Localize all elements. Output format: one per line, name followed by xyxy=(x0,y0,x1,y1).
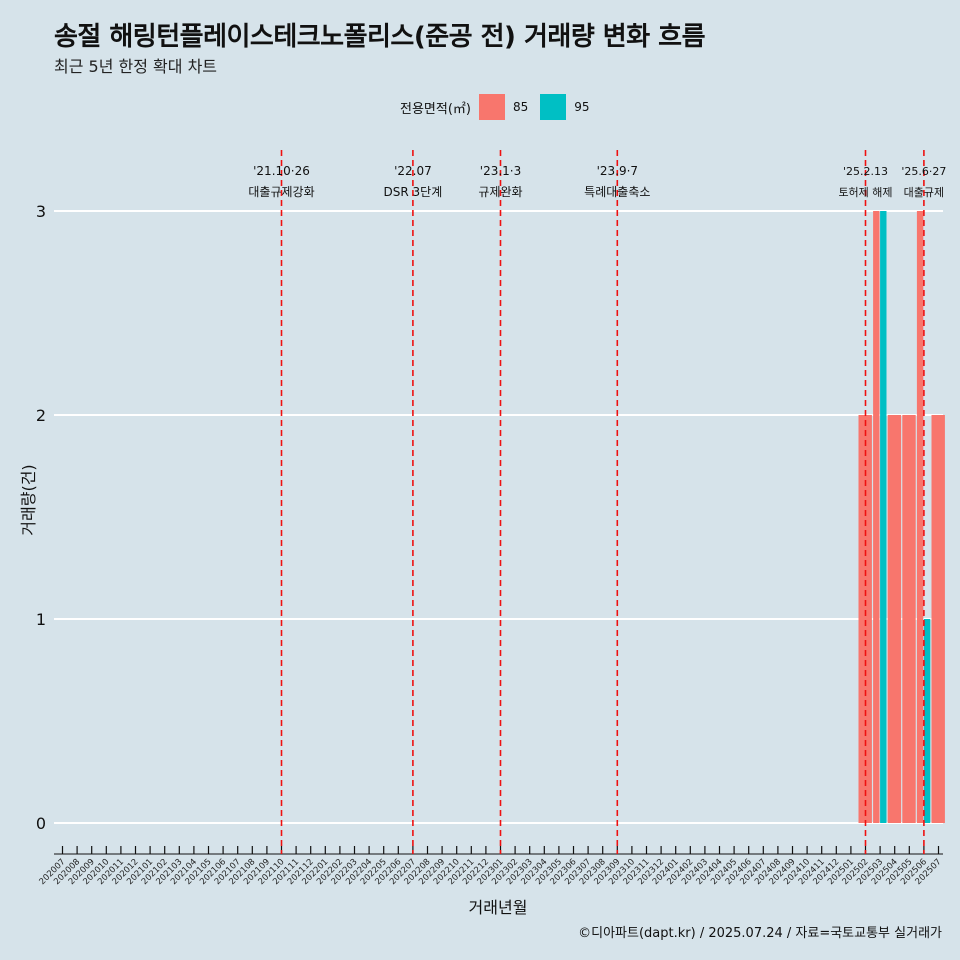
event-label: 토허제 해제 xyxy=(838,185,892,199)
bar-85 xyxy=(873,211,880,823)
event-date: '25.6·27 xyxy=(901,165,946,178)
legend: 전용면적(㎡) 85 95 xyxy=(400,93,594,121)
legend-swatch-95 xyxy=(540,94,567,120)
event-label: 규제완화 xyxy=(478,185,522,199)
bar-95 xyxy=(880,211,887,823)
bar-85 xyxy=(858,415,872,823)
bar-95 xyxy=(923,619,931,823)
bar-85 xyxy=(931,415,945,823)
event-date: '22.07 xyxy=(394,164,432,178)
y-axis-title: 거래량(건) xyxy=(19,464,38,535)
legend-title: 전용면적(㎡) xyxy=(400,101,471,117)
y-tick-label: 1 xyxy=(36,610,46,629)
event-label: 대출규제 xyxy=(904,186,944,199)
chart-title: 송절 해링턴플레이스테크노폴리스(준공 전) 거래량 변화 흐름 xyxy=(54,22,706,52)
bar-85 xyxy=(887,415,902,823)
y-tick-label: 0 xyxy=(36,814,46,833)
y-tick-label: 2 xyxy=(36,406,46,425)
y-tick-label: 3 xyxy=(36,202,46,221)
legend-swatch-85 xyxy=(478,94,505,120)
event-label: 특례대출축소 xyxy=(584,185,650,199)
legend-label-95: 95 xyxy=(574,100,590,114)
bar-85 xyxy=(902,415,916,823)
event-date: '23.9·7 xyxy=(597,164,638,178)
chart-caption: ©디아파트(dapt.kr) / 2025.07.24 / 자료=국토교통부 실… xyxy=(578,926,942,941)
x-axis-title: 거래년월 xyxy=(469,898,528,917)
event-date: '23.1·3 xyxy=(480,164,521,178)
event-date: '21.10·26 xyxy=(253,164,310,178)
legend-label-85: 85 xyxy=(512,100,529,114)
event-label: DSR 3단계 xyxy=(384,185,443,199)
bar-85 xyxy=(916,211,924,823)
event-date: '25.2.13 xyxy=(843,165,888,178)
event-label: 대출규제강화 xyxy=(248,185,314,199)
chart-subtitle: 최근 5년 한정 확대 차트 xyxy=(54,57,218,76)
